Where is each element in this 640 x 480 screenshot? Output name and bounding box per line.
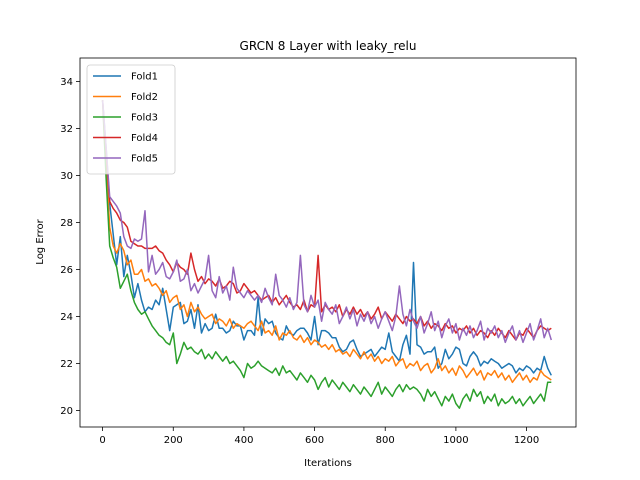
series-layer	[101, 100, 553, 409]
y-tick-label: 22	[60, 359, 73, 370]
x-tick-label: 0	[99, 435, 105, 446]
legend: Fold1 Fold2 Fold3 Fold4 Fold5	[86, 64, 176, 175]
series-line-fold5	[101, 100, 553, 344]
y-axis: 20 22 24 26 28 30 32 34	[60, 77, 80, 417]
legend-label-fold1: Fold1	[131, 72, 158, 83]
x-axis: 0 200 400 600 800 1000 1200	[99, 427, 539, 446]
legend-box	[86, 64, 176, 175]
y-tick-label: 26	[60, 265, 73, 276]
y-tick-label: 20	[60, 406, 73, 417]
legend-label-fold4: Fold4	[131, 133, 158, 144]
series-line-fold2	[101, 100, 552, 384]
x-tick-label: 400	[234, 435, 253, 446]
series-line-fold1	[101, 100, 552, 376]
axes-frame	[79, 57, 577, 428]
x-tick-label: 800	[376, 435, 395, 446]
y-tick-label: 24	[60, 312, 73, 323]
series-line-fold3	[101, 100, 552, 409]
y-axis-label: Log Error	[35, 218, 46, 264]
y-tick-label: 34	[60, 77, 73, 88]
x-tick-label: 600	[305, 435, 324, 446]
plot-area: 0 200 400 600 800 1000 1200 20 22 24 26 28 30 32 34	[60, 57, 577, 446]
y-tick-label: 32	[60, 124, 73, 135]
x-tick-label: 200	[164, 435, 183, 446]
legend-label-fold3: Fold3	[131, 113, 158, 124]
legend-label-fold2: Fold2	[131, 92, 158, 103]
x-axis-label: Iterations	[304, 458, 352, 469]
y-tick-label: 28	[60, 218, 73, 229]
x-tick-label: 1200	[514, 435, 539, 446]
chart-title: GRCN 8 Layer with leaky_relu	[240, 39, 417, 53]
x-tick-label: 1000	[443, 435, 468, 446]
y-tick-label: 30	[60, 171, 73, 182]
legend-label-fold5: Fold5	[131, 154, 158, 165]
legend-items: Fold1 Fold2 Fold3 Fold4 Fold5	[93, 72, 158, 165]
